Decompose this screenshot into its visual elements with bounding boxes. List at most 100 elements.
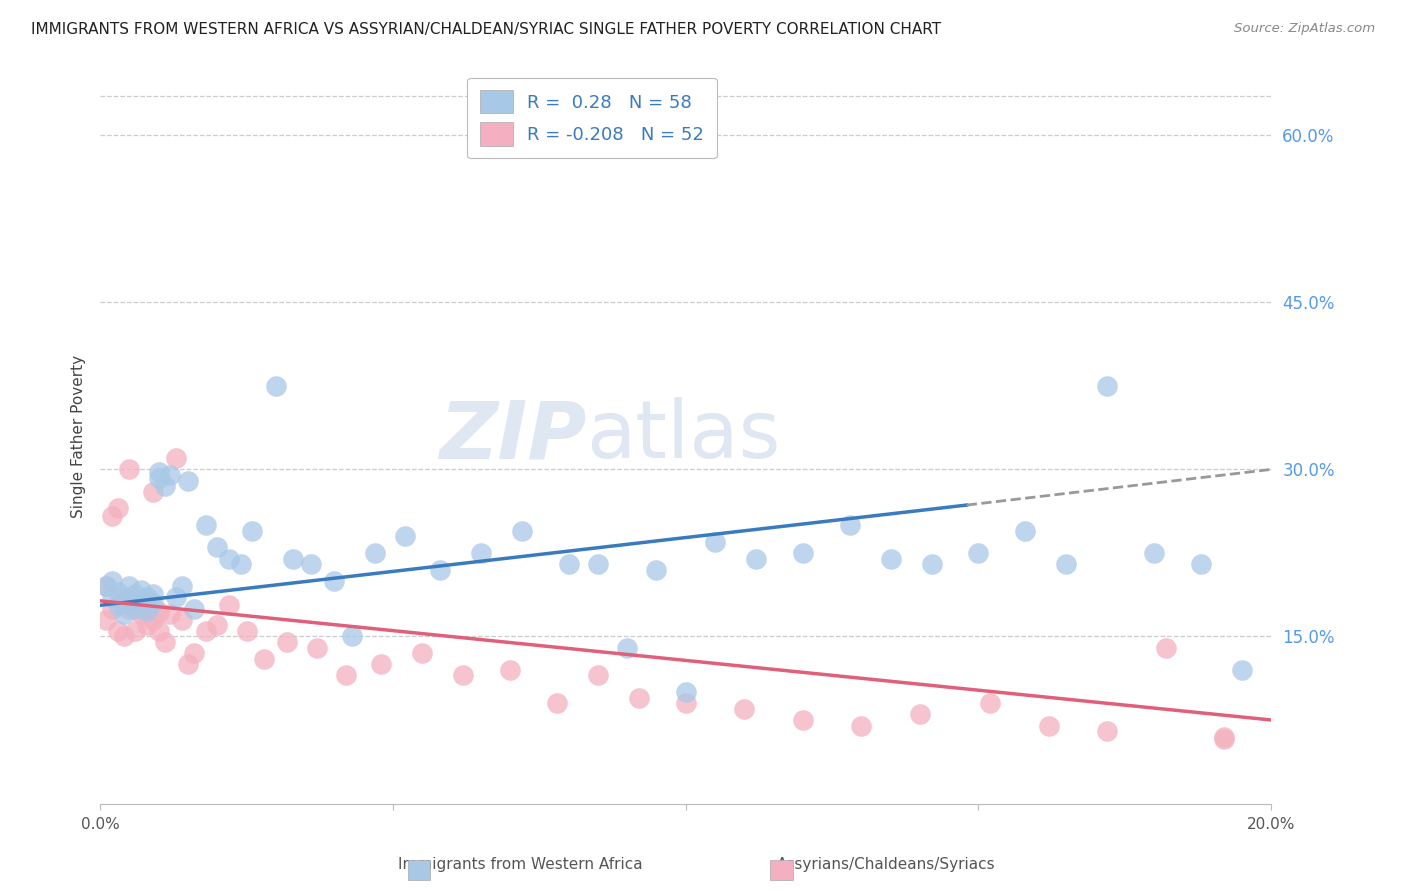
Point	[194, 624, 217, 638]
Point	[1189, 557, 1212, 571]
Point	[101, 601, 124, 615]
Point	[1143, 546, 1166, 560]
Point	[136, 604, 159, 618]
Point	[165, 591, 187, 605]
Point	[218, 551, 240, 566]
Point	[253, 651, 276, 665]
Point	[305, 640, 328, 655]
Point	[107, 501, 129, 516]
Point	[276, 635, 298, 649]
Point	[451, 668, 474, 682]
Point	[112, 630, 135, 644]
Point	[299, 557, 322, 571]
Point	[153, 479, 176, 493]
Point	[136, 618, 159, 632]
Point	[142, 596, 165, 610]
Point	[510, 524, 533, 538]
Point	[470, 546, 492, 560]
Point	[183, 601, 205, 615]
Point	[675, 696, 697, 710]
Point	[557, 557, 579, 571]
Point	[851, 718, 873, 732]
Point	[429, 563, 451, 577]
Point	[546, 696, 568, 710]
Point	[148, 471, 170, 485]
Point	[129, 594, 152, 608]
Point	[921, 557, 943, 571]
Point	[172, 613, 194, 627]
Point	[335, 668, 357, 682]
Point	[177, 657, 200, 672]
Point	[159, 607, 181, 622]
Point	[183, 646, 205, 660]
Point	[142, 484, 165, 499]
Point	[118, 601, 141, 615]
Point	[1095, 379, 1118, 393]
Point	[675, 685, 697, 699]
Point	[240, 524, 263, 538]
Point	[586, 668, 609, 682]
Point	[235, 624, 257, 638]
Point	[908, 707, 931, 722]
Point	[124, 624, 146, 638]
Point	[229, 557, 252, 571]
Point	[136, 601, 159, 615]
Point	[283, 551, 305, 566]
Text: IMMIGRANTS FROM WESTERN AFRICA VS ASSYRIAN/CHALDEAN/SYRIAC SINGLE FATHER POVERTY: IMMIGRANTS FROM WESTERN AFRICA VS ASSYRI…	[31, 22, 941, 37]
Y-axis label: Single Father Poverty: Single Father Poverty	[72, 354, 86, 517]
Point	[218, 599, 240, 613]
Point	[1095, 724, 1118, 739]
Text: ZIP: ZIP	[439, 397, 586, 475]
Point	[967, 546, 990, 560]
Text: Immigrants from Western Africa: Immigrants from Western Africa	[398, 857, 643, 872]
Point	[411, 646, 433, 660]
Point	[148, 605, 170, 619]
Point	[792, 546, 814, 560]
Point	[499, 663, 522, 677]
Point	[124, 601, 146, 615]
Point	[879, 551, 901, 566]
Text: Source: ZipAtlas.com: Source: ZipAtlas.com	[1234, 22, 1375, 36]
Point	[1230, 663, 1253, 677]
Point	[207, 541, 229, 555]
Point	[979, 696, 1001, 710]
Point	[370, 657, 392, 672]
Point	[124, 587, 146, 601]
Point	[107, 624, 129, 638]
Point	[165, 451, 187, 466]
Point	[124, 601, 146, 615]
Point	[264, 379, 287, 393]
Point	[1014, 524, 1036, 538]
Point	[1038, 718, 1060, 732]
Point	[112, 591, 135, 605]
Point	[94, 613, 117, 627]
Point	[112, 596, 135, 610]
Point	[645, 563, 668, 577]
Point	[118, 592, 141, 607]
Point	[340, 630, 363, 644]
Point	[616, 640, 638, 655]
Point	[148, 624, 170, 638]
Point	[1213, 730, 1236, 744]
Point	[129, 582, 152, 597]
Point	[627, 690, 650, 705]
Point	[94, 579, 117, 593]
Point	[153, 635, 176, 649]
Point	[129, 607, 152, 622]
Point	[745, 551, 768, 566]
Point	[107, 585, 129, 599]
Point	[177, 474, 200, 488]
Point	[733, 702, 755, 716]
Point	[838, 518, 860, 533]
Point	[142, 587, 165, 601]
Point	[792, 713, 814, 727]
Text: atlas: atlas	[586, 397, 780, 475]
Point	[136, 591, 159, 605]
Point	[394, 529, 416, 543]
Point	[129, 596, 152, 610]
Point	[323, 574, 346, 588]
Point	[118, 579, 141, 593]
Point	[148, 465, 170, 479]
Point	[207, 618, 229, 632]
Point	[1054, 557, 1077, 571]
